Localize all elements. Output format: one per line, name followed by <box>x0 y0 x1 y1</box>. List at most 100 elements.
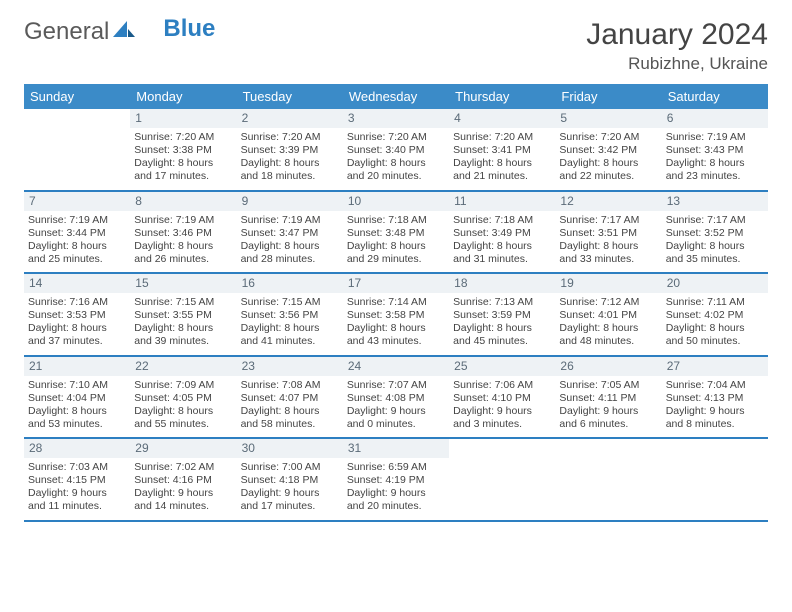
daylight-text: Daylight: 9 hours and 20 minutes. <box>347 487 445 513</box>
sunrise-text: Sunrise: 7:18 AM <box>347 214 445 227</box>
sunset-text: Sunset: 3:58 PM <box>347 309 445 322</box>
day-number: 10 <box>343 192 449 211</box>
day-cell: 16Sunrise: 7:15 AMSunset: 3:56 PMDayligh… <box>237 274 343 355</box>
sunset-text: Sunset: 3:49 PM <box>453 227 551 240</box>
day-cell: 19Sunrise: 7:12 AMSunset: 4:01 PMDayligh… <box>555 274 661 355</box>
sunrise-text: Sunrise: 7:04 AM <box>666 379 764 392</box>
day-cell: 2Sunrise: 7:20 AMSunset: 3:39 PMDaylight… <box>237 109 343 190</box>
daylight-text: Daylight: 8 hours and 41 minutes. <box>241 322 339 348</box>
day-number: 6 <box>662 109 768 128</box>
daylight-text: Daylight: 8 hours and 23 minutes. <box>666 157 764 183</box>
location: Rubizhne, Ukraine <box>586 54 768 74</box>
day-number: 21 <box>24 357 130 376</box>
daylight-text: Daylight: 8 hours and 18 minutes. <box>241 157 339 183</box>
day-number: 13 <box>662 192 768 211</box>
day-number: 4 <box>449 109 555 128</box>
daylight-text: Daylight: 8 hours and 25 minutes. <box>28 240 126 266</box>
header: General Blue January 2024 Rubizhne, Ukra… <box>24 18 768 74</box>
day-cell: 1Sunrise: 7:20 AMSunset: 3:38 PMDaylight… <box>130 109 236 190</box>
sunset-text: Sunset: 4:13 PM <box>666 392 764 405</box>
sunrise-text: Sunrise: 7:10 AM <box>28 379 126 392</box>
sunset-text: Sunset: 3:40 PM <box>347 144 445 157</box>
weekday-sat: Saturday <box>662 84 768 109</box>
sunset-text: Sunset: 4:02 PM <box>666 309 764 322</box>
day-cell: 31Sunrise: 6:59 AMSunset: 4:19 PMDayligh… <box>343 439 449 520</box>
sunrise-text: Sunrise: 7:17 AM <box>559 214 657 227</box>
sunrise-text: Sunrise: 7:14 AM <box>347 296 445 309</box>
sunset-text: Sunset: 3:53 PM <box>28 309 126 322</box>
daylight-text: Daylight: 8 hours and 17 minutes. <box>134 157 232 183</box>
logo-text-general: General <box>24 18 109 46</box>
sunrise-text: Sunrise: 7:19 AM <box>28 214 126 227</box>
day-cell: 20Sunrise: 7:11 AMSunset: 4:02 PMDayligh… <box>662 274 768 355</box>
day-number: 17 <box>343 274 449 293</box>
day-cell <box>24 109 130 190</box>
sunset-text: Sunset: 3:51 PM <box>559 227 657 240</box>
sunrise-text: Sunrise: 7:15 AM <box>134 296 232 309</box>
day-number: 7 <box>24 192 130 211</box>
day-number: 20 <box>662 274 768 293</box>
sunset-text: Sunset: 4:08 PM <box>347 392 445 405</box>
day-number: 14 <box>24 274 130 293</box>
sunrise-text: Sunrise: 7:12 AM <box>559 296 657 309</box>
day-number: 31 <box>343 439 449 458</box>
day-cell: 3Sunrise: 7:20 AMSunset: 3:40 PMDaylight… <box>343 109 449 190</box>
day-cell: 7Sunrise: 7:19 AMSunset: 3:44 PMDaylight… <box>24 192 130 273</box>
sunset-text: Sunset: 3:46 PM <box>134 227 232 240</box>
daylight-text: Daylight: 9 hours and 11 minutes. <box>28 487 126 513</box>
day-number: 30 <box>237 439 343 458</box>
day-cell: 27Sunrise: 7:04 AMSunset: 4:13 PMDayligh… <box>662 357 768 438</box>
sunset-text: Sunset: 4:05 PM <box>134 392 232 405</box>
sunrise-text: Sunrise: 7:20 AM <box>559 131 657 144</box>
sunrise-text: Sunrise: 7:17 AM <box>666 214 764 227</box>
day-cell: 25Sunrise: 7:06 AMSunset: 4:10 PMDayligh… <box>449 357 555 438</box>
day-cell: 14 Sunrise: 7:16 AMSunset: 3:53 PMDayligh… <box>24 274 130 355</box>
weekday-header-row: Sunday Monday Tuesday Wednesday Thursday… <box>24 84 768 109</box>
day-cell: 18Sunrise: 7:13 AMSunset: 3:59 PMDayligh… <box>449 274 555 355</box>
daylight-text: Daylight: 8 hours and 35 minutes. <box>666 240 764 266</box>
sunset-text: Sunset: 3:52 PM <box>666 227 764 240</box>
day-number: 1 <box>130 109 236 128</box>
sunrise-text: Sunrise: 7:08 AM <box>241 379 339 392</box>
day-cell: 10Sunrise: 7:18 AMSunset: 3:48 PMDayligh… <box>343 192 449 273</box>
daylight-text: Daylight: 8 hours and 26 minutes. <box>134 240 232 266</box>
sunset-text: Sunset: 3:38 PM <box>134 144 232 157</box>
sunset-text: Sunset: 4:04 PM <box>28 392 126 405</box>
day-cell: 23Sunrise: 7:08 AMSunset: 4:07 PMDayligh… <box>237 357 343 438</box>
day-cell: 13 Sunrise: 7:17 AMSunset: 3:52 PMDayligh… <box>662 192 768 273</box>
sunrise-text: Sunrise: 6:59 AM <box>347 461 445 474</box>
week-row: 1Sunrise: 7:20 AMSunset: 3:38 PMDaylight… <box>24 109 768 192</box>
week-row: 7Sunrise: 7:19 AMSunset: 3:44 PMDaylight… <box>24 192 768 275</box>
weekday-mon: Monday <box>130 84 236 109</box>
day-cell: 29Sunrise: 7:02 AMSunset: 4:16 PMDayligh… <box>130 439 236 520</box>
day-cell <box>662 439 768 520</box>
weeks-container: 1Sunrise: 7:20 AMSunset: 3:38 PMDaylight… <box>24 109 768 522</box>
day-number: 23 <box>237 357 343 376</box>
day-cell: 5Sunrise: 7:20 AMSunset: 3:42 PMDaylight… <box>555 109 661 190</box>
sunrise-text: Sunrise: 7:18 AM <box>453 214 551 227</box>
day-number: 26 <box>555 357 661 376</box>
day-number: 8 <box>130 192 236 211</box>
sunset-text: Sunset: 3:55 PM <box>134 309 232 322</box>
sunset-text: Sunset: 3:43 PM <box>666 144 764 157</box>
sunset-text: Sunset: 4:16 PM <box>134 474 232 487</box>
sunrise-text: Sunrise: 7:16 AM <box>28 296 126 309</box>
day-cell: 26Sunrise: 7:05 AMSunset: 4:11 PMDayligh… <box>555 357 661 438</box>
weekday-fri: Friday <box>555 84 661 109</box>
day-cell: 8Sunrise: 7:19 AMSunset: 3:46 PMDaylight… <box>130 192 236 273</box>
weekday-thu: Thursday <box>449 84 555 109</box>
sunrise-text: Sunrise: 7:07 AM <box>347 379 445 392</box>
daylight-text: Daylight: 8 hours and 20 minutes. <box>347 157 445 183</box>
day-number: 5 <box>555 109 661 128</box>
day-number: 25 <box>449 357 555 376</box>
sunrise-text: Sunrise: 7:20 AM <box>453 131 551 144</box>
day-cell: 12Sunrise: 7:17 AMSunset: 3:51 PMDayligh… <box>555 192 661 273</box>
daylight-text: Daylight: 8 hours and 37 minutes. <box>28 322 126 348</box>
daylight-text: Daylight: 9 hours and 17 minutes. <box>241 487 339 513</box>
day-cell: 21Sunrise: 7:10 AMSunset: 4:04 PMDayligh… <box>24 357 130 438</box>
sunrise-text: Sunrise: 7:00 AM <box>241 461 339 474</box>
sail-icon <box>113 18 135 46</box>
weekday-tue: Tuesday <box>237 84 343 109</box>
daylight-text: Daylight: 9 hours and 3 minutes. <box>453 405 551 431</box>
calendar: Sunday Monday Tuesday Wednesday Thursday… <box>24 84 768 522</box>
